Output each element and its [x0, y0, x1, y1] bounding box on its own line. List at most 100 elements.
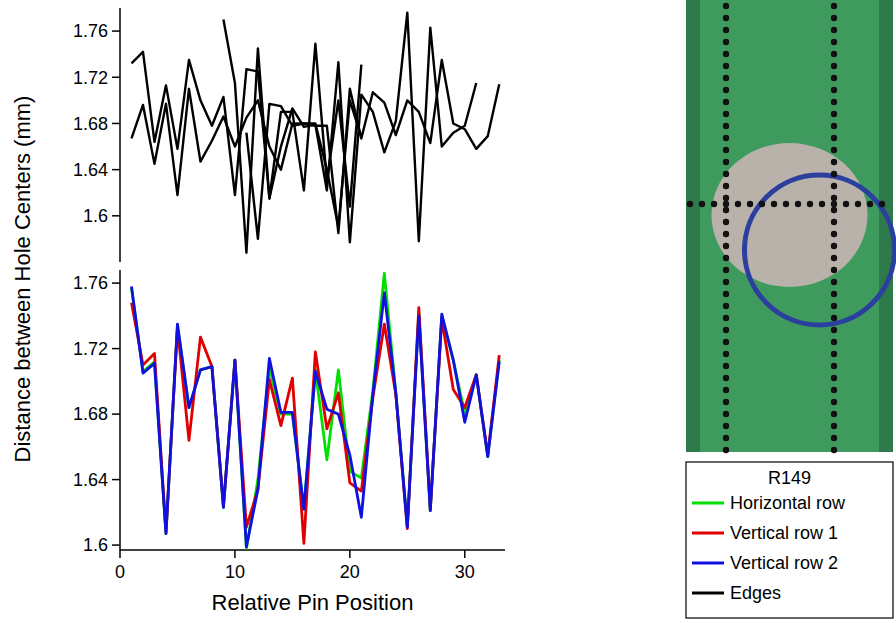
legend-label: Horizontal row: [730, 493, 846, 513]
y-tick-label: 1.72: [73, 339, 108, 359]
perforation: [831, 27, 837, 33]
plot-area: [131, 13, 499, 253]
perforation: [831, 3, 837, 9]
x-tick: [234, 550, 236, 558]
perforation: [699, 201, 705, 207]
perforation: [723, 303, 729, 309]
series-line: [131, 286, 499, 546]
perforation: [831, 351, 837, 357]
series-line: [223, 13, 476, 253]
y-tick-label: 1.68: [73, 114, 108, 134]
perforation: [879, 201, 885, 207]
perforation: [723, 447, 729, 453]
perforation: [723, 375, 729, 381]
perforation: [831, 171, 837, 177]
perforation: [723, 75, 729, 81]
perforation: [723, 111, 729, 117]
y-tick: [112, 282, 120, 284]
perforation: [723, 87, 729, 93]
perforation: [831, 291, 837, 297]
perforation: [831, 267, 837, 273]
x-tick: [349, 550, 351, 558]
stamp-portrait: [712, 143, 868, 287]
perforation: [831, 423, 837, 429]
perforation: [807, 201, 813, 207]
stamp-ground: [686, 0, 893, 452]
perforation: [831, 99, 837, 105]
x-axis-line: [120, 549, 505, 551]
y-tick: [112, 413, 120, 415]
perforation: [771, 201, 777, 207]
perforation: [831, 39, 837, 45]
perforation: [831, 195, 837, 201]
y-tick: [112, 479, 120, 481]
x-axis-title: Relative Pin Position: [212, 590, 414, 615]
perforation: [723, 327, 729, 333]
perforation: [723, 435, 729, 441]
perforation: [723, 15, 729, 21]
perforation: [723, 99, 729, 105]
y-axis-line: [119, 270, 121, 550]
perforation: [723, 195, 729, 201]
x-tick: [119, 550, 121, 558]
perforation: [783, 201, 789, 207]
perforation: [723, 399, 729, 405]
perforation: [735, 201, 741, 207]
perforation: [831, 255, 837, 261]
perforation: [723, 255, 729, 261]
series-line: [131, 273, 499, 548]
perforation: [723, 63, 729, 69]
perforation: [831, 201, 837, 207]
series-line: [131, 303, 499, 544]
x-tick: [464, 550, 466, 558]
perforation: [759, 201, 765, 207]
perforation: [831, 147, 837, 153]
perforation: [831, 183, 837, 189]
legend-frame: [686, 462, 893, 618]
y-tick: [112, 77, 120, 79]
perforation: [687, 201, 693, 207]
perforation: [723, 363, 729, 369]
perforation: [831, 75, 837, 81]
perforation: [831, 243, 837, 249]
perforation: [831, 15, 837, 21]
chart: 1.61.641.681.721.761.61.641.681.721.7601…: [0, 0, 896, 623]
y-tick-label: 1.76: [73, 21, 108, 41]
perforation: [723, 51, 729, 57]
legend-label: Edges: [730, 583, 781, 603]
y-tick: [112, 169, 120, 171]
y-axis-title: Distance between Hole Centers (mm): [10, 96, 35, 463]
perforation: [831, 411, 837, 417]
perforation: [831, 399, 837, 405]
perforation: [723, 411, 729, 417]
perforation: [723, 351, 729, 357]
perforation: [831, 231, 837, 237]
y-tick-label: 1.6: [83, 535, 108, 555]
legend-label: Vertical row 1: [730, 523, 838, 543]
axes: 1.61.641.681.721.76: [73, 8, 120, 262]
perforation: [723, 267, 729, 273]
x-tick-label: 0: [115, 562, 125, 582]
perforation: [831, 159, 837, 165]
perforation: [795, 201, 801, 207]
y-tick-label: 1.6: [83, 206, 108, 226]
perforation: [831, 375, 837, 381]
stamp-cancel: [745, 175, 895, 325]
perforation: [723, 135, 729, 141]
perforation: [831, 435, 837, 441]
perforation: [831, 303, 837, 309]
y-tick: [112, 348, 120, 350]
perforation: [831, 111, 837, 117]
perforation: [723, 39, 729, 45]
series-line: [246, 100, 361, 239]
perforation: [723, 183, 729, 189]
perforation: [723, 201, 729, 207]
legend-label: Vertical row 2: [730, 553, 838, 573]
x-tick-label: 20: [340, 562, 360, 582]
perforation: [831, 87, 837, 93]
y-tick-label: 1.64: [73, 470, 108, 490]
perforation: [723, 171, 729, 177]
y-tick: [112, 544, 120, 546]
y-axis-line: [119, 8, 121, 262]
perforation: [831, 135, 837, 141]
